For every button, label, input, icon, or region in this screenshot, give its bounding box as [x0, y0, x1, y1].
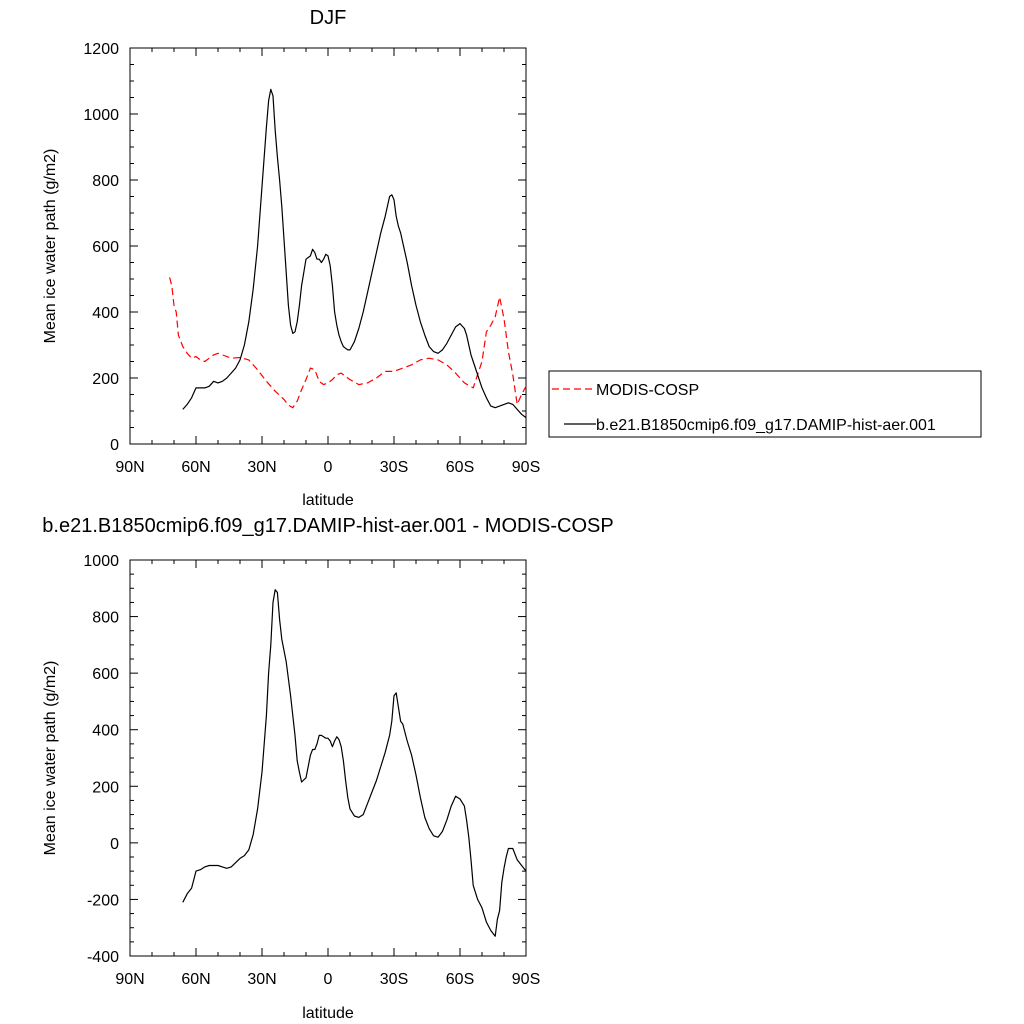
- x-tick-label: 60N: [181, 971, 210, 988]
- y-tick-label: 0: [110, 836, 119, 853]
- legend-label-model: b.e21.B1850cmip6.f09_g17.DAMIP-hist-aer.…: [596, 417, 936, 434]
- y-axis-label: Mean ice water path (g/m2): [42, 661, 59, 856]
- legend: MODIS-COSP b.e21.B1850cmip6.f09_g17.DAMI…: [548, 370, 982, 438]
- x-tick-label: 30N: [247, 971, 276, 988]
- y-tick-label: 200: [92, 779, 119, 796]
- series-line-difference: [182, 589, 527, 937]
- x-tick-label: 90N: [115, 459, 144, 476]
- y-axis-label: Mean ice water path (g/m2): [42, 149, 59, 344]
- series-group: [182, 589, 527, 937]
- chart-title: DJF: [310, 7, 347, 29]
- x-axis-label: latitude: [302, 492, 354, 509]
- y-tick-label: 600: [92, 239, 119, 256]
- y-tick-label: -200: [87, 892, 119, 909]
- y-tick-label: 800: [92, 610, 119, 627]
- y-tick-label: 600: [92, 666, 119, 683]
- y-tick-label: 800: [92, 173, 119, 190]
- x-tick-label: 60S: [446, 459, 474, 476]
- y-tick-label: 1000: [83, 553, 119, 570]
- x-tick-label: 30S: [380, 971, 408, 988]
- chart-panel-difference: b.e21.B1850cmip6.f09_g17.DAMIP-hist-aer.…: [42, 515, 614, 1022]
- x-axis-label: latitude: [302, 1005, 354, 1022]
- legend-box: [548, 370, 982, 438]
- y-tick-label: 0: [110, 437, 119, 454]
- axis-ticks: 0 200 400 600 800 1000 1200 90N 60N 30N 0 30S 60S 90S: [83, 41, 540, 476]
- x-tick-label: 90S: [512, 459, 540, 476]
- y-tick-label: 200: [92, 371, 119, 388]
- x-tick-label: 60S: [446, 971, 474, 988]
- x-tick-label: 60N: [181, 459, 210, 476]
- x-tick-label: 30S: [380, 459, 408, 476]
- series-line-model: [182, 88, 527, 419]
- plot-area: [129, 559, 527, 957]
- plot-frame: [129, 559, 527, 957]
- y-tick-label: -400: [87, 949, 119, 966]
- y-tick-label: 1000: [83, 107, 119, 124]
- x-tick-label: 90S: [512, 971, 540, 988]
- x-tick-label: 0: [324, 459, 333, 476]
- series-line-modis-cosp: [169, 277, 527, 409]
- x-tick-label: 30N: [247, 459, 276, 476]
- x-tick-label: 90N: [115, 971, 144, 988]
- axis-ticks: -400 -200 0 200 400 600 800 1000 90N 60N 30N 0 30S 60…: [83, 553, 540, 988]
- y-tick-label: 1200: [83, 41, 119, 58]
- x-tick-label: 0: [324, 971, 333, 988]
- legend-label-modis: MODIS-COSP: [596, 382, 699, 399]
- chart-title: b.e21.B1850cmip6.f09_g17.DAMIP-hist-aer.…: [42, 515, 613, 537]
- series-group: [169, 88, 527, 419]
- y-tick-label: 400: [92, 305, 119, 322]
- y-tick-label: 400: [92, 723, 119, 740]
- chart-panel-djf: DJF 0 200 400 600 800 1000 1200 90N 60N 30N 0 30S 60…: [42, 7, 982, 509]
